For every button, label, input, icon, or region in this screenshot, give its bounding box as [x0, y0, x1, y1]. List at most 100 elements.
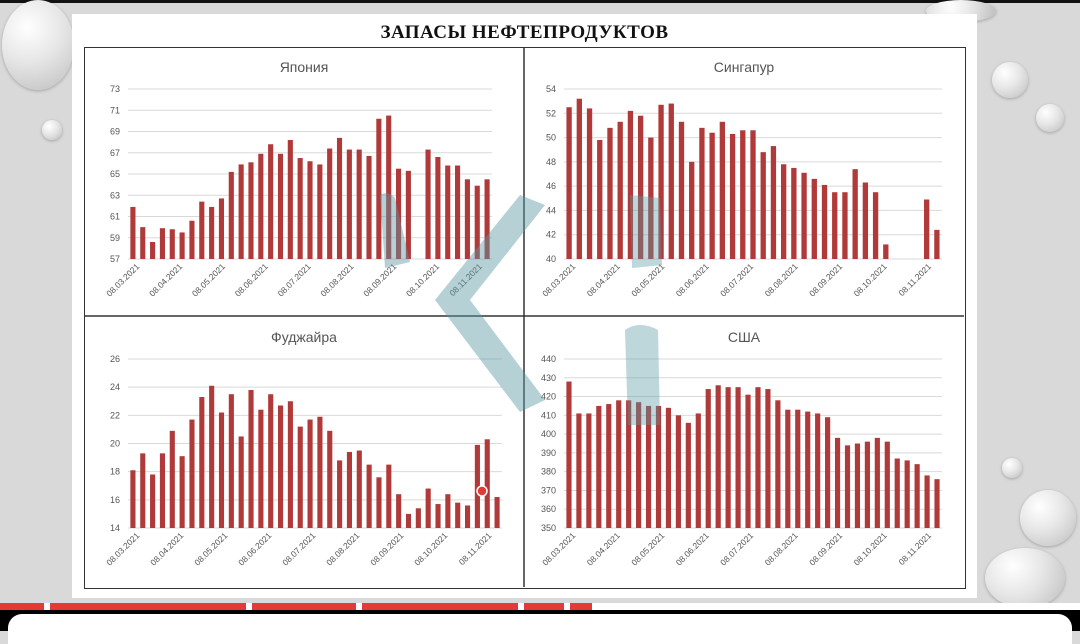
bar [435, 157, 441, 259]
x-tick-label: 08.04.2021 [585, 261, 622, 298]
bar [862, 182, 869, 259]
bar [327, 430, 333, 528]
x-tick-label: 08.10.2021 [852, 261, 889, 298]
x-tick-label: 08.03.2021 [540, 261, 577, 298]
bar [606, 404, 612, 528]
bar [894, 458, 900, 528]
bar [665, 407, 672, 528]
bar [735, 387, 741, 528]
y-tick-label: 360 [541, 504, 556, 514]
bar [287, 401, 293, 528]
bar [811, 178, 817, 259]
y-tick-label: 67 [110, 148, 120, 158]
y-tick-label: 380 [541, 467, 556, 477]
bar [336, 137, 343, 259]
bar [307, 161, 313, 259]
bar [346, 451, 353, 528]
bar [658, 104, 664, 260]
y-tick-label: 42 [546, 230, 556, 240]
bar [159, 453, 166, 528]
bar [130, 470, 136, 528]
water-drop-decoration [1002, 458, 1022, 478]
y-tick-label: 440 [541, 354, 556, 364]
bar [884, 441, 890, 528]
bar [346, 149, 352, 259]
bar [864, 441, 870, 528]
bar [832, 192, 838, 259]
y-tick-label: 390 [541, 448, 556, 458]
y-tick-label: 52 [546, 108, 556, 118]
bar [307, 419, 313, 528]
bar [474, 444, 480, 528]
bar [607, 127, 613, 259]
bar [675, 415, 681, 528]
bar [238, 164, 244, 259]
bar [617, 121, 623, 260]
bar [169, 430, 175, 528]
bar [209, 206, 215, 259]
y-tick-label: 71 [110, 105, 120, 115]
bar [785, 409, 791, 528]
x-tick-label: 08.05.2021 [190, 261, 227, 298]
bar [464, 505, 471, 528]
bar [636, 402, 642, 528]
bar [637, 115, 644, 259]
x-tick-label: 08.07.2021 [718, 530, 755, 567]
x-tick-label: 08.07.2021 [276, 261, 313, 298]
y-tick-label: 59 [110, 233, 120, 243]
bar [854, 443, 861, 528]
bar [317, 164, 323, 259]
y-tick-label: 420 [541, 392, 556, 402]
progress-segment [50, 603, 246, 610]
chart-title: Япония [280, 59, 329, 75]
bar [924, 199, 930, 259]
bar [872, 192, 879, 259]
bar [179, 232, 185, 259]
bar [405, 170, 411, 259]
x-tick-label: 08.07.2021 [280, 530, 317, 567]
bar [576, 413, 582, 528]
bar [159, 228, 165, 259]
bar [425, 488, 431, 528]
bar [425, 149, 431, 259]
bar [842, 192, 848, 259]
y-tick-label: 48 [546, 157, 556, 167]
bar [337, 460, 343, 528]
x-tick-label: 08.05.2021 [192, 530, 229, 567]
x-tick-label: 08.06.2021 [233, 261, 270, 298]
y-tick-label: 50 [546, 133, 556, 143]
bar [297, 158, 303, 259]
bar [277, 405, 284, 528]
x-tick-label: 08.11.2021 [447, 261, 484, 298]
bar [740, 130, 746, 259]
bar [405, 513, 412, 528]
y-tick-label: 65 [110, 169, 120, 179]
bar [474, 185, 480, 259]
bar [805, 411, 811, 528]
y-tick-label: 54 [546, 84, 556, 94]
chart-title: Сингапур [714, 59, 775, 75]
water-drop-decoration [992, 62, 1028, 98]
y-tick-label: 69 [110, 127, 120, 137]
bar [238, 436, 244, 528]
bar [655, 405, 662, 528]
bar [770, 146, 777, 259]
bar [852, 169, 858, 259]
x-tick-label: 08.09.2021 [361, 261, 398, 298]
bar [140, 453, 146, 528]
bar [626, 400, 632, 528]
y-tick-label: 410 [541, 410, 556, 420]
y-tick-label: 20 [110, 439, 120, 449]
y-tick-label: 46 [546, 181, 556, 191]
bar [566, 107, 572, 259]
x-tick-label: 08.03.2021 [540, 530, 577, 567]
x-tick-label: 08.04.2021 [147, 261, 184, 298]
bar [705, 389, 711, 528]
bar [825, 417, 831, 528]
water-drop-decoration [985, 548, 1065, 608]
bar [745, 394, 751, 528]
bar [366, 155, 372, 259]
y-tick-label: 22 [110, 410, 120, 420]
bar [199, 397, 205, 528]
